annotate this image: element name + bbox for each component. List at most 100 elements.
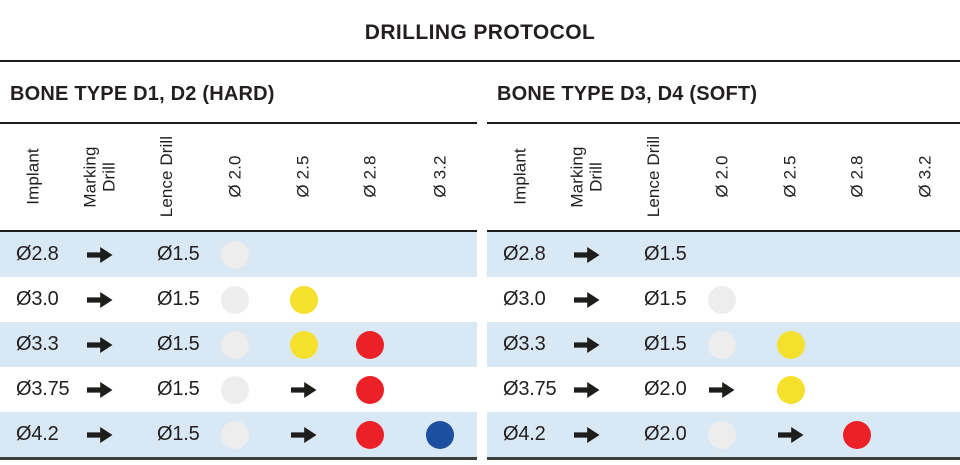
marking-drill-cell <box>67 232 133 277</box>
tables-container: BONE TYPE D1, D2 (HARD) Implant Marking Dr… <box>0 62 960 460</box>
bone-type-hard-heading: BONE TYPE D1, D2 (HARD) <box>10 83 275 105</box>
implant-value: Ø3.3 <box>503 333 546 355</box>
drill-step-dot-gray <box>221 420 249 449</box>
drill-cell-2-0 <box>200 412 270 457</box>
page-title: DRILLING PROTOCOL <box>0 0 960 62</box>
table-row: Ø2.8 Ø1.5 <box>0 232 477 277</box>
column-header-label: Lence Drill <box>643 136 663 218</box>
column-header-2-5: Ø 2.5 <box>270 124 337 230</box>
implant-value: Ø3.0 <box>503 288 546 310</box>
column-header-implant: Implant <box>487 124 554 230</box>
column-header-implant: Implant <box>0 124 67 230</box>
drill-cell-2-0 <box>687 277 757 322</box>
lence-drill-value: Ø1.5 <box>157 423 200 445</box>
arrow-right-icon <box>574 336 600 353</box>
arrow-right-icon <box>87 381 113 398</box>
implant-value: Ø3.0 <box>16 288 59 310</box>
drill-step-dot-red <box>356 420 384 449</box>
drill-step-dot-red <box>356 375 384 404</box>
column-header-label: Ø 2.5 <box>293 155 313 199</box>
drill-step-dot-gray <box>221 285 249 314</box>
drill-step-dot-yellow <box>289 330 318 359</box>
drill-cell-2-5 <box>270 232 337 277</box>
table-row: Ø3.3 Ø1.5 <box>0 322 477 367</box>
column-header-lence-drill: Lence Drill <box>620 124 687 230</box>
table-row: Ø3.75 Ø2.0 <box>487 367 960 412</box>
column-header-2-0: Ø 2.0 <box>687 124 757 230</box>
column-header-label: Ø 2.0 <box>225 155 245 199</box>
drill-cell-2-5 <box>757 367 824 412</box>
column-header-label: Marking Drill <box>80 146 119 208</box>
drill-step-dot-gray <box>708 330 736 359</box>
lence-drill-value: Ø1.5 <box>644 243 687 265</box>
drill-step-dot-gray <box>221 240 249 269</box>
arrow-right-icon <box>574 381 600 398</box>
table-row: Ø4.2 Ø2.0 <box>487 412 960 457</box>
arrow-right-icon <box>777 426 803 443</box>
table-row: Ø2.8 Ø1.5 <box>487 232 960 277</box>
drill-cell-2-8 <box>337 412 403 457</box>
marking-drill-cell <box>67 367 133 412</box>
drill-cell-2-0 <box>200 322 270 367</box>
drill-step-dot-blue <box>426 420 454 449</box>
arrow-right-icon <box>87 426 113 443</box>
table-body: Ø2.8 Ø1.5 Ø3.0 Ø1.5 Ø3.3 Ø1.5 Ø3.75 Ø1.5 Ø4.2 Ø1.… <box>0 232 477 460</box>
drill-cell-2-8 <box>337 322 403 367</box>
implant-value: Ø3.75 <box>16 378 70 400</box>
table-header-row: Implant Marking Drill Lence Drill Ø 2.0 Ø 2.5… <box>487 122 960 232</box>
drill-cell-2-8 <box>824 412 890 457</box>
table-header-row: Implant Marking Drill Lence Drill Ø 2.0 Ø 2.5… <box>0 122 477 232</box>
drill-cell-3-2 <box>890 277 960 322</box>
drill-cell-3-2 <box>403 367 477 412</box>
drill-step-dot-yellow <box>776 375 805 404</box>
column-header-label: Ø 2.0 <box>712 155 732 199</box>
column-header-2-8: Ø 2.8 <box>824 124 890 230</box>
column-header-2-0: Ø 2.0 <box>200 124 270 230</box>
bone-type-hard-table: BONE TYPE D1, D2 (HARD) Implant Marking Dr… <box>0 62 477 460</box>
column-header-label: Ø 2.8 <box>847 155 867 199</box>
drill-cell-2-0 <box>687 367 757 412</box>
marking-drill-cell <box>554 232 620 277</box>
drill-cell-2-8 <box>337 277 403 322</box>
lence-drill-value: Ø1.5 <box>157 243 200 265</box>
marking-drill-cell <box>67 277 133 322</box>
implant-value: Ø4.2 <box>16 423 59 445</box>
drill-cell-2-0 <box>200 232 270 277</box>
drill-cell-2-5 <box>757 277 824 322</box>
arrow-right-icon <box>574 291 600 308</box>
column-header-label: Marking Drill <box>567 146 606 208</box>
arrow-right-icon <box>87 291 113 308</box>
drill-step-dot-gray <box>708 285 736 314</box>
drill-step-dot-gray <box>221 330 249 359</box>
table-row: Ø3.3 Ø1.5 <box>487 322 960 367</box>
implant-value: Ø3.75 <box>503 378 557 400</box>
column-header-label: Ø 2.8 <box>360 155 380 199</box>
column-header-lence-drill: Lence Drill <box>133 124 200 230</box>
drill-cell-2-0 <box>200 367 270 412</box>
drill-cell-2-8 <box>337 367 403 412</box>
drill-cell-2-8 <box>824 322 890 367</box>
drill-cell-2-0 <box>687 322 757 367</box>
lence-drill-value: Ø1.5 <box>157 288 200 310</box>
table-row: Ø3.0 Ø1.5 <box>487 277 960 322</box>
drill-cell-3-2 <box>890 232 960 277</box>
lence-drill-value: Ø1.5 <box>157 333 200 355</box>
arrow-right-icon <box>87 246 113 263</box>
drill-cell-2-0 <box>200 277 270 322</box>
lence-drill-value: Ø1.5 <box>644 288 687 310</box>
lence-drill-value: Ø2.0 <box>644 423 687 445</box>
drill-step-dot-yellow <box>289 285 318 314</box>
lence-drill-value: Ø1.5 <box>644 333 687 355</box>
table-row: Ø3.0 Ø1.5 <box>0 277 477 322</box>
table-row: Ø3.75 Ø1.5 <box>0 367 477 412</box>
marking-drill-cell <box>554 277 620 322</box>
implant-value: Ø2.8 <box>503 243 546 265</box>
drill-cell-3-2 <box>403 232 477 277</box>
implant-value: Ø3.3 <box>16 333 59 355</box>
drill-cell-2-8 <box>824 277 890 322</box>
arrow-right-icon <box>709 381 735 398</box>
drill-step-dot-red <box>356 330 384 359</box>
column-header-label: Ø 3.2 <box>430 155 450 199</box>
drill-cell-2-5 <box>757 232 824 277</box>
